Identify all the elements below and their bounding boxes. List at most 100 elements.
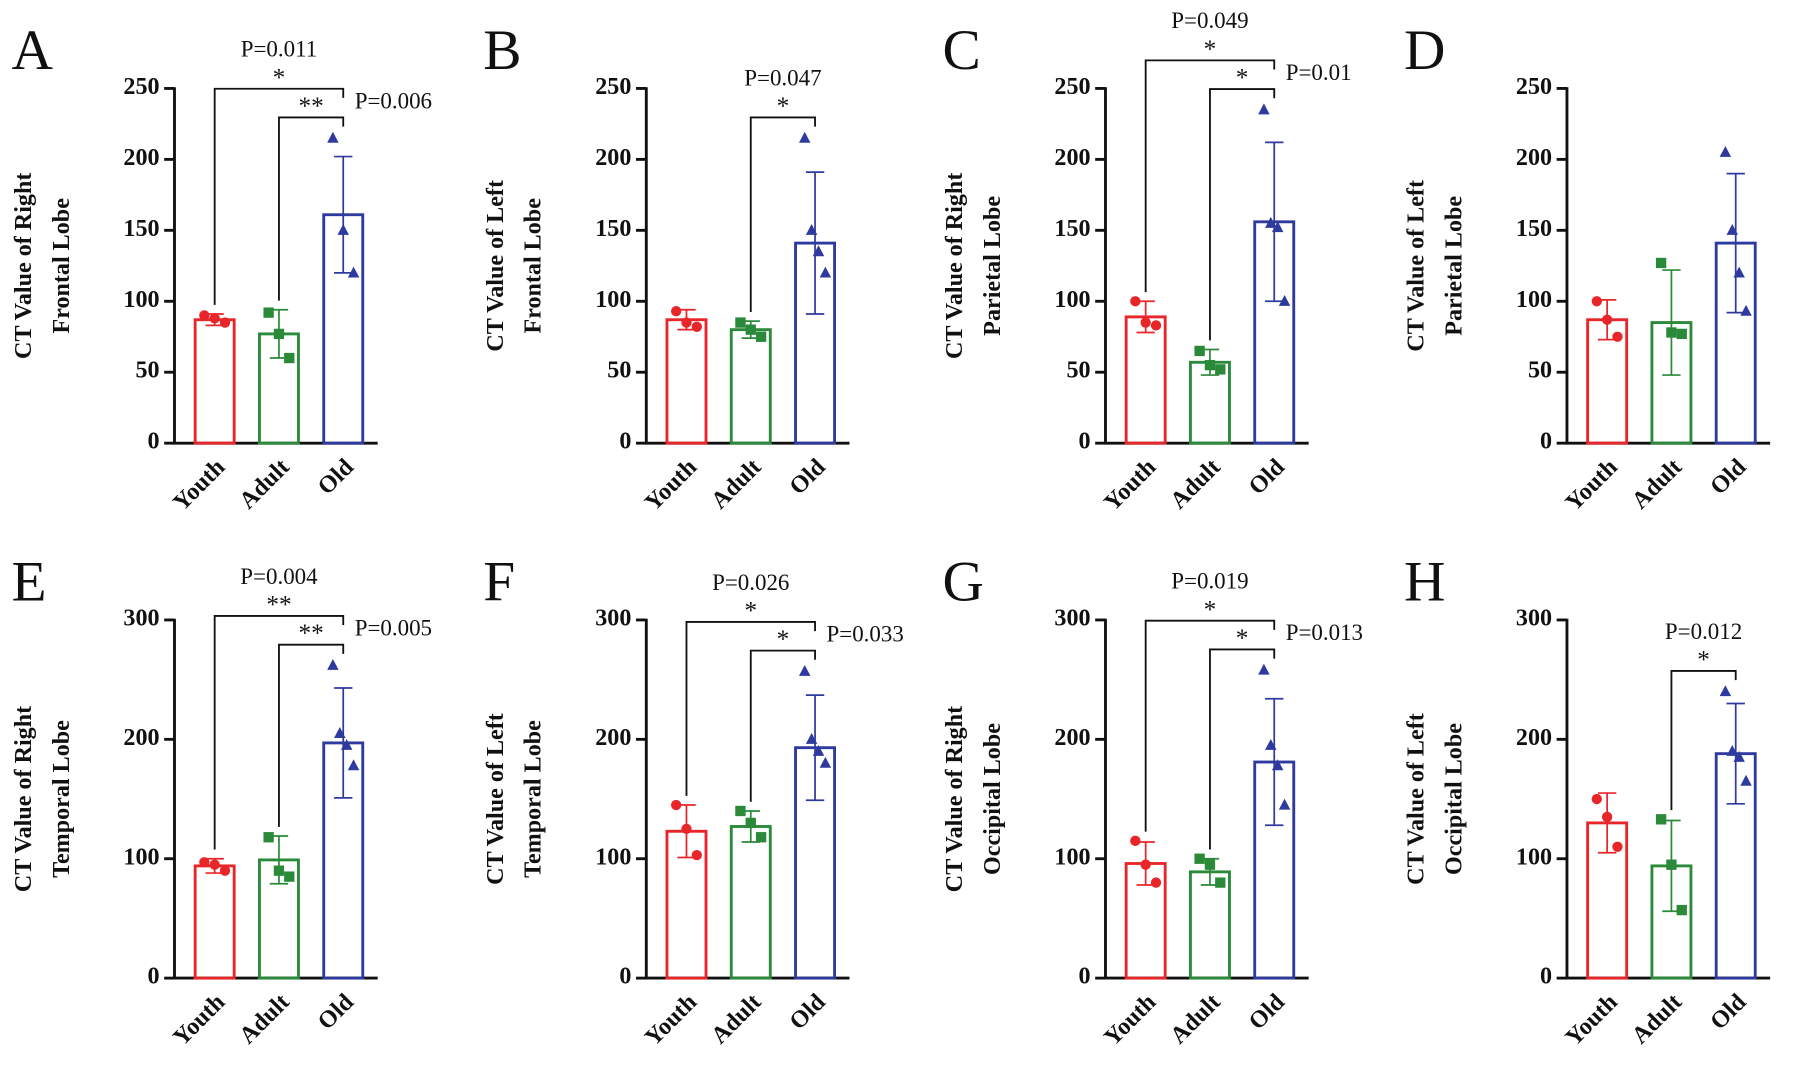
y-axis-label: Occipital Lobe — [980, 723, 1006, 875]
y-tick-label: 50 — [1528, 358, 1552, 384]
data-point — [1612, 331, 1623, 342]
y-tick-label: 200 — [1516, 145, 1552, 171]
significance-bracket — [1144, 619, 1276, 832]
data-point — [340, 738, 353, 750]
data-point — [1591, 793, 1602, 805]
significance-bracket — [1209, 88, 1276, 341]
y-tick-label: 0 — [1079, 429, 1091, 455]
y-axis-label: CT Value of Left — [1403, 180, 1429, 352]
y-tick-label: 250 — [1516, 74, 1552, 100]
significance-stars: * — [777, 625, 790, 653]
p-value: P=0.013 — [1286, 620, 1363, 645]
p-value: P=0.047 — [744, 65, 821, 90]
panel-letter: F — [483, 550, 515, 613]
error-bar — [805, 694, 825, 802]
y-tick-label: 150 — [1516, 216, 1552, 242]
y-tick-label: 0 — [148, 429, 160, 455]
p-value: P=0.033 — [827, 621, 904, 646]
data-point — [1726, 744, 1739, 756]
p-value: P=0.006 — [355, 88, 432, 113]
data-point — [745, 324, 756, 335]
data-point — [1655, 257, 1667, 269]
y-axis-label: CT Value of Right — [11, 706, 37, 892]
y-tick-label: 150 — [123, 216, 159, 242]
data-point — [1278, 798, 1291, 810]
data-point — [1204, 859, 1216, 870]
x-tick-label: Youth — [1561, 454, 1623, 516]
error-bar — [334, 687, 353, 799]
data-point — [334, 727, 346, 738]
y-axis-label: Frontal Lobe — [521, 198, 547, 334]
data-point — [691, 321, 702, 332]
data-point — [1150, 877, 1162, 888]
bar — [193, 318, 236, 445]
panel-letter: E — [11, 550, 46, 613]
data-point — [805, 733, 818, 744]
data-point — [1676, 904, 1687, 916]
data-point — [1265, 738, 1277, 750]
y-tick-label: 0 — [148, 964, 160, 990]
x-tick-label: Adult — [1627, 454, 1687, 514]
significance-stars: * — [1236, 624, 1249, 652]
bar — [1188, 870, 1231, 980]
x-tick-label: Old — [1244, 989, 1290, 1035]
bar — [193, 864, 236, 980]
y-tick-label: 250 — [595, 74, 631, 100]
data-point — [805, 224, 818, 235]
y-tick-label: 0 — [1079, 964, 1091, 990]
data-point — [347, 266, 360, 278]
data-point — [263, 307, 274, 318]
data-point — [819, 756, 832, 768]
data-point — [1655, 814, 1667, 825]
y-tick-label: 200 — [123, 145, 159, 171]
data-point — [347, 759, 360, 771]
significance-stars: * — [777, 92, 790, 120]
y-tick-label: 200 — [595, 145, 631, 171]
y-tick-label: 200 — [1054, 725, 1090, 751]
y-axis-label: CT Value of Left — [483, 713, 509, 885]
data-point — [1215, 364, 1226, 375]
y-tick-label: 150 — [1054, 216, 1090, 242]
y-tick-label: 200 — [595, 725, 631, 751]
y-tick-label: 100 — [595, 844, 631, 870]
significance-bracket — [749, 649, 816, 802]
x-tick-label: Youth — [640, 989, 702, 1051]
x-tick-label: Adult — [706, 989, 766, 1049]
data-point — [1271, 221, 1284, 233]
data-point — [219, 865, 231, 876]
x-tick-label: Adult — [235, 454, 295, 514]
significance-bracket — [685, 621, 816, 796]
y-tick-label: 0 — [619, 964, 631, 990]
data-point — [745, 817, 756, 829]
data-point — [819, 266, 832, 278]
data-point — [263, 832, 274, 843]
panel-letter: G — [942, 550, 983, 613]
data-point — [1140, 859, 1151, 870]
y-axis-label: CT Value of Left — [483, 180, 509, 352]
data-point — [209, 313, 220, 324]
x-tick-label: Youth — [1561, 989, 1623, 1051]
y-axis-label: CT Value of Right — [942, 706, 968, 892]
data-point — [1733, 750, 1745, 762]
x-tick-label: Old — [313, 454, 359, 500]
y-tick-label: 300 — [123, 605, 159, 631]
data-point — [798, 131, 811, 143]
data-point — [691, 849, 702, 861]
significance-stars: ** — [298, 619, 323, 647]
x-tick-label: Youth — [640, 454, 702, 516]
data-point — [755, 832, 767, 843]
data-point — [1666, 859, 1677, 870]
significance-stars: * — [1236, 64, 1249, 92]
data-point — [1733, 266, 1745, 278]
significance-stars: * — [273, 63, 286, 91]
data-point — [1612, 841, 1623, 852]
data-point — [273, 328, 285, 340]
error-bar — [1265, 697, 1284, 827]
data-point — [327, 659, 339, 670]
data-point — [273, 865, 285, 876]
y-tick-label: 200 — [123, 725, 159, 751]
panel-letter: D — [1404, 19, 1445, 82]
data-point — [327, 131, 339, 143]
x-tick-label: Old — [785, 454, 831, 500]
